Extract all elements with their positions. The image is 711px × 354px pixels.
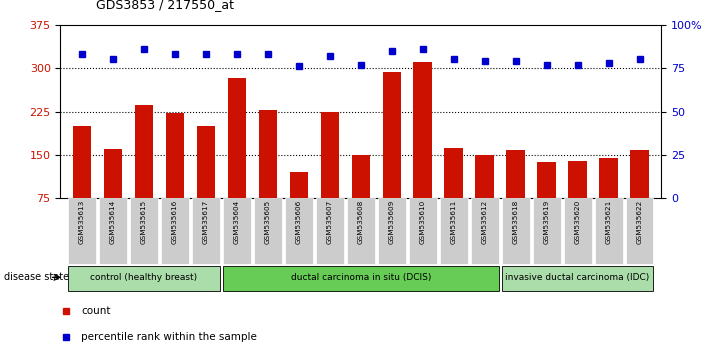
Bar xyxy=(440,198,468,264)
Bar xyxy=(316,198,344,264)
Bar xyxy=(289,172,308,198)
Bar xyxy=(130,198,158,264)
Text: GSM535607: GSM535607 xyxy=(327,200,333,245)
Text: GSM535619: GSM535619 xyxy=(544,200,550,245)
Text: GSM535621: GSM535621 xyxy=(606,200,611,245)
Bar xyxy=(626,198,653,264)
Bar xyxy=(471,198,498,264)
Text: GSM535615: GSM535615 xyxy=(141,200,147,245)
Bar xyxy=(599,158,618,198)
Bar xyxy=(568,161,587,198)
Bar xyxy=(351,155,370,198)
Text: GSM535620: GSM535620 xyxy=(574,200,581,245)
Bar xyxy=(197,126,215,198)
Text: control (healthy breast): control (healthy breast) xyxy=(90,273,198,282)
Text: GSM535613: GSM535613 xyxy=(79,200,85,245)
Bar xyxy=(135,104,154,198)
Bar xyxy=(414,62,432,198)
Bar xyxy=(630,150,649,198)
Bar xyxy=(383,72,401,198)
Bar xyxy=(223,198,251,264)
Bar xyxy=(502,266,653,291)
Bar xyxy=(564,198,592,264)
Text: GSM535604: GSM535604 xyxy=(234,200,240,245)
Bar xyxy=(104,149,122,198)
Text: GSM535608: GSM535608 xyxy=(358,200,364,245)
Text: GSM535610: GSM535610 xyxy=(419,200,426,245)
Text: GSM535606: GSM535606 xyxy=(296,200,302,245)
Bar xyxy=(99,198,127,264)
Bar xyxy=(594,198,623,264)
Bar xyxy=(533,198,560,264)
Bar xyxy=(68,198,96,264)
Text: GSM535612: GSM535612 xyxy=(482,200,488,245)
Bar xyxy=(166,113,184,198)
Bar xyxy=(228,78,246,198)
Text: GSM535618: GSM535618 xyxy=(513,200,519,245)
Text: percentile rank within the sample: percentile rank within the sample xyxy=(82,332,257,342)
Bar xyxy=(259,110,277,198)
Bar xyxy=(254,198,282,264)
Text: GSM535614: GSM535614 xyxy=(110,200,116,245)
Text: GSM535617: GSM535617 xyxy=(203,200,209,245)
Bar xyxy=(502,198,530,264)
Bar xyxy=(409,198,437,264)
Bar xyxy=(378,198,406,264)
Text: GSM535609: GSM535609 xyxy=(389,200,395,245)
Bar xyxy=(192,198,220,264)
Bar xyxy=(321,112,339,198)
Text: ductal carcinoma in situ (DCIS): ductal carcinoma in situ (DCIS) xyxy=(291,273,431,282)
Text: count: count xyxy=(82,306,111,316)
Bar xyxy=(223,266,498,291)
Bar xyxy=(347,198,375,264)
Text: GDS3853 / 217550_at: GDS3853 / 217550_at xyxy=(96,0,234,11)
Bar xyxy=(538,162,556,198)
Bar xyxy=(476,155,494,198)
Text: disease state: disease state xyxy=(4,272,69,282)
Text: GSM535616: GSM535616 xyxy=(172,200,178,245)
Text: GSM535622: GSM535622 xyxy=(636,200,643,245)
Bar xyxy=(161,198,189,264)
Bar xyxy=(285,198,313,264)
Text: GSM535605: GSM535605 xyxy=(265,200,271,245)
Bar xyxy=(506,150,525,198)
Text: GSM535611: GSM535611 xyxy=(451,200,456,245)
Text: invasive ductal carcinoma (IDC): invasive ductal carcinoma (IDC) xyxy=(506,273,650,282)
Bar xyxy=(444,148,463,198)
Bar xyxy=(68,266,220,291)
Bar xyxy=(73,126,92,198)
